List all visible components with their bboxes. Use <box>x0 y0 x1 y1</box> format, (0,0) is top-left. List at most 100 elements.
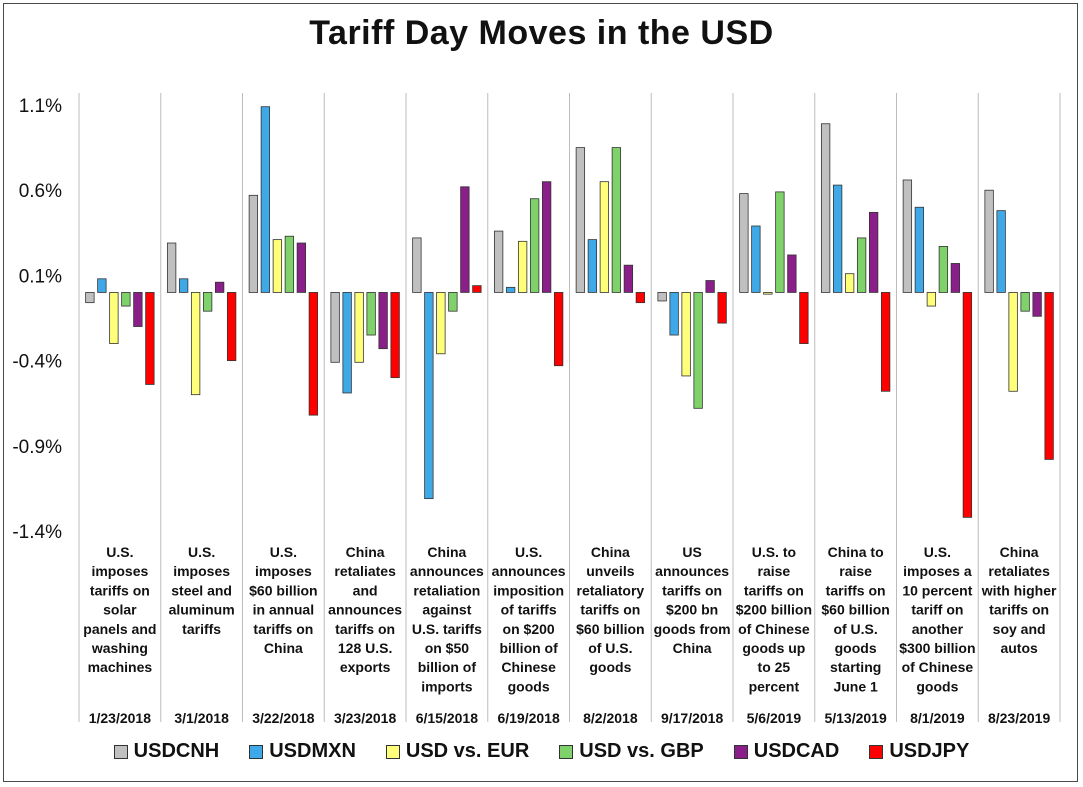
bar-usdjpy-1 <box>226 292 237 362</box>
event-label-line: imports <box>421 678 473 694</box>
bar-usdjpy-10 <box>962 292 973 518</box>
bar-usd-vs-gbp-10 <box>938 246 949 293</box>
event-label-line: raise <box>839 563 872 579</box>
bar-usd-vs-gbp-3 <box>366 292 376 336</box>
event-label-line: Chinese <box>501 659 556 675</box>
event-label-line: billion of <box>418 659 477 675</box>
event-label-line: goods <box>835 640 877 656</box>
bar-usdmxn-3 <box>342 292 352 394</box>
legend-item: USDJPY <box>869 740 969 763</box>
bar-usd-vs-eur-6 <box>599 181 610 293</box>
event-label-line: imposes <box>255 563 312 579</box>
bar-usdmxn-10 <box>914 206 925 293</box>
event-date-label: 3/1/2018 <box>174 710 229 726</box>
event-label-line: tariffs on <box>253 621 313 637</box>
bar-usdcad-9 <box>868 211 879 293</box>
event-label-line: autos <box>1000 640 1038 656</box>
chart-title: Tariff Day Moves in the USD <box>309 14 774 52</box>
event-label-line: announces <box>492 563 566 579</box>
event-label-line: $200 billion <box>736 602 812 618</box>
bar-usdmxn-5 <box>505 286 516 293</box>
event-label-line: U.S. <box>924 544 951 560</box>
bar-usdmxn-2 <box>260 106 271 293</box>
event-date-label: 3/22/2018 <box>252 710 314 726</box>
bar-usdcnh-7 <box>657 292 667 302</box>
legend-label: USDCAD <box>753 740 840 762</box>
event-label-line: U.S. tariffs <box>412 621 482 637</box>
event-label-line: tariff on <box>911 602 963 618</box>
event-label-line: $60 billion <box>821 602 889 618</box>
bar-usdjpy-5 <box>553 292 564 367</box>
bar-usdcnh-0 <box>85 292 95 304</box>
event-label-line: percent <box>749 678 800 694</box>
bar-usdjpy-11 <box>1044 292 1054 460</box>
event-label-line: US <box>682 544 701 560</box>
event-label-line: on $50 <box>425 640 470 656</box>
event-label-line: 10 percent <box>902 582 972 598</box>
bar-usdmxn-11 <box>996 210 1006 293</box>
event-label-line: tariffs on <box>662 582 722 598</box>
event-date-label: 1/23/2018 <box>89 710 151 726</box>
y-tick-label: 0.1% <box>19 266 62 287</box>
event-label-line: billion of <box>499 640 558 656</box>
event-label-line: solar <box>103 602 137 618</box>
event-label-line: another <box>912 621 964 637</box>
event-label-line: announces <box>655 563 729 579</box>
event-label-line: in annual <box>253 602 314 618</box>
legend-label: USDJPY <box>889 740 970 762</box>
legend-label: USD vs. EUR <box>405 740 530 762</box>
event-label-line: 128 U.S. <box>338 640 392 656</box>
event-label-line: China <box>346 544 385 560</box>
bar-usd-vs-gbp-6 <box>611 147 622 293</box>
legend-label: USDMXN <box>269 740 356 762</box>
chart-frame <box>3 3 1078 782</box>
bar-usdmxn-8 <box>751 225 761 293</box>
event-date-label: 9/17/2018 <box>661 710 723 726</box>
event-label-line: retaliatory <box>577 582 645 598</box>
bar-usdcnh-9 <box>820 123 831 293</box>
event-label-line: with higher <box>981 582 1057 598</box>
bar-usdjpy-7 <box>717 292 727 324</box>
bar-usdmxn-0 <box>97 278 107 293</box>
event-label-line: panels and <box>83 621 156 637</box>
bar-usdjpy-4 <box>472 285 482 293</box>
bar-usd-vs-gbp-7 <box>693 292 703 409</box>
event-label-line: China to <box>828 544 884 560</box>
event-label-line: and <box>353 582 378 598</box>
bar-usdjpy-6 <box>635 292 646 304</box>
event-label-line: exports <box>340 659 391 675</box>
bar-usdcad-10 <box>950 263 961 293</box>
bar-usd-vs-gbp-2 <box>284 235 295 293</box>
y-tick-label: -0.4% <box>12 352 62 373</box>
legend-item: USDCNH <box>113 740 219 763</box>
event-label-line: raise <box>758 563 791 579</box>
event-label-line: goods from <box>654 621 731 637</box>
event-label-line: goods <box>589 659 631 675</box>
event-label-line: retaliates <box>334 563 396 579</box>
event-label-line: imposes <box>173 563 230 579</box>
bar-usd-vs-eur-11 <box>1008 292 1018 392</box>
y-tick-label: -1.4% <box>12 522 62 543</box>
legend-swatch <box>869 744 884 759</box>
event-label-line: to 25 <box>758 659 791 675</box>
event-label-line: tariffs on <box>744 582 804 598</box>
bar-usdcnh-11 <box>984 189 994 293</box>
event-label-line: of U.S. <box>833 621 877 637</box>
event-label-line: tariffs <box>182 621 221 637</box>
bar-usdjpy-9 <box>880 292 891 392</box>
y-tick-label: -0.9% <box>12 437 62 458</box>
bar-usdcad-1 <box>214 281 225 293</box>
bar-usdcnh-1 <box>166 242 177 293</box>
bar-usdcad-8 <box>787 254 797 293</box>
event-date-label: 8/1/2019 <box>910 710 965 726</box>
event-label-line: tariffs on <box>826 582 886 598</box>
bar-usd-vs-gbp-4 <box>448 292 458 312</box>
bar-usd-vs-eur-3 <box>354 292 364 363</box>
legend-item: USDMXN <box>249 740 356 763</box>
bar-usdcad-6 <box>623 264 634 293</box>
bar-usdjpy-8 <box>799 292 809 344</box>
event-date-label: 6/19/2018 <box>497 710 559 726</box>
bar-usd-vs-eur-7 <box>681 292 691 377</box>
legend-swatch <box>113 744 128 759</box>
